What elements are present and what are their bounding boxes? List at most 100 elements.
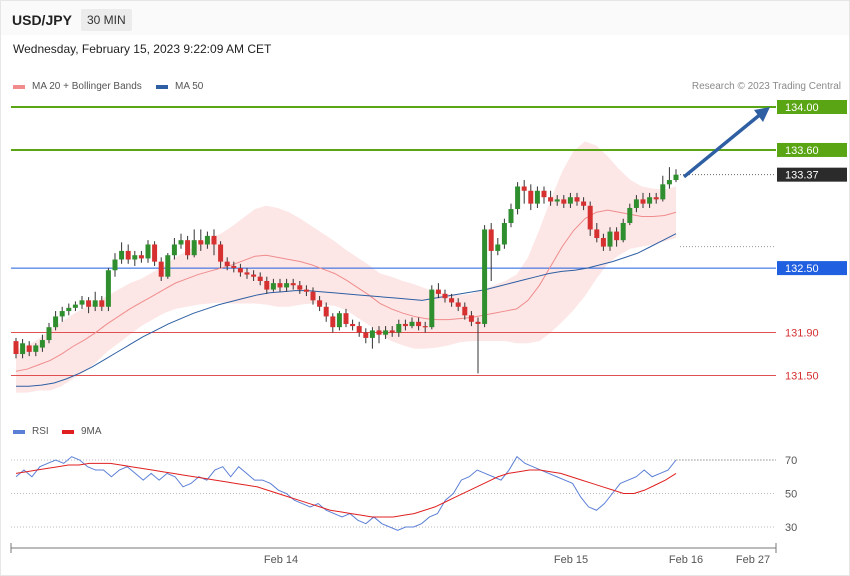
candle-body xyxy=(297,285,303,290)
candle xyxy=(356,321,362,337)
candle xyxy=(138,250,144,263)
candle-body xyxy=(303,289,309,292)
legend-ma20[interactable]: MA 20 + Bollinger Bands xyxy=(13,81,142,92)
x-tick-label: Feb 15 xyxy=(554,554,588,566)
candle xyxy=(561,195,567,208)
candle xyxy=(20,338,26,359)
candle-body xyxy=(541,190,547,198)
candle xyxy=(653,192,659,204)
candle-body xyxy=(488,229,494,251)
candle xyxy=(607,227,613,251)
candle xyxy=(264,276,270,294)
candle xyxy=(581,197,587,211)
candle xyxy=(600,233,606,251)
candle-body xyxy=(482,229,488,324)
candle xyxy=(33,343,39,357)
candle-body xyxy=(581,201,587,206)
candle-body xyxy=(13,341,19,355)
candle-body xyxy=(501,222,507,245)
candle xyxy=(46,322,52,344)
candle-body xyxy=(244,272,250,275)
candle-body xyxy=(376,330,382,335)
level-label-131.90: 131.90 xyxy=(785,328,819,340)
candle xyxy=(119,242,125,264)
legend-ma50[interactable]: MA 50 xyxy=(156,81,203,92)
candle-body xyxy=(218,244,224,262)
candle xyxy=(105,268,111,312)
candle-body xyxy=(132,255,138,260)
level-label-133.60: 133.60 xyxy=(785,145,819,157)
candle xyxy=(204,231,210,249)
x-axis: Feb 14 Feb 15 Feb 16 Feb 27 xyxy=(10,543,777,566)
rsi-level-label-50: 50 xyxy=(785,489,797,501)
legend-rsi-ma[interactable]: 9MA xyxy=(62,426,102,437)
symbol-title: USD/JPY xyxy=(12,12,72,28)
candle-body xyxy=(119,250,125,260)
candle-body xyxy=(79,300,85,305)
candle xyxy=(310,287,316,305)
candle xyxy=(224,257,230,271)
candle-body xyxy=(548,197,554,202)
candle-body xyxy=(185,240,191,256)
candle xyxy=(277,278,283,292)
candle xyxy=(528,184,534,211)
projection-arrow-shaft xyxy=(682,111,764,179)
candle xyxy=(317,296,323,312)
ma50-swatch xyxy=(156,84,168,89)
candle-body xyxy=(356,326,362,333)
candle xyxy=(237,263,243,277)
candle xyxy=(66,303,72,316)
candle xyxy=(171,238,177,260)
candle-body xyxy=(627,207,633,223)
rsi-level-label-30: 30 xyxy=(785,522,797,534)
candle-body xyxy=(171,244,177,256)
candle-body xyxy=(251,274,257,277)
rsi-panel: 70 50 30 xyxy=(11,455,797,534)
ma20-label: MA 20 + Bollinger Bands xyxy=(32,81,142,92)
rsi-ma-line xyxy=(15,462,677,518)
candle xyxy=(330,313,336,333)
timeframe-chip[interactable]: 30 MIN xyxy=(81,9,132,31)
candle-body xyxy=(105,270,111,307)
candle xyxy=(99,296,105,312)
candle xyxy=(488,222,494,281)
level-tag-133.60 xyxy=(777,142,847,157)
candle-body xyxy=(317,300,323,307)
candle-body xyxy=(416,321,422,327)
candle-body xyxy=(39,340,45,348)
last-price-tag xyxy=(777,167,847,182)
candle-body xyxy=(389,330,395,333)
candle xyxy=(211,229,217,256)
candle xyxy=(231,261,237,273)
candle xyxy=(86,297,92,314)
candle xyxy=(594,222,600,243)
candle xyxy=(620,218,626,243)
rsi-level-label-70: 70 xyxy=(785,455,797,467)
candle xyxy=(336,311,342,331)
candle-body xyxy=(363,332,369,338)
candle xyxy=(455,298,461,312)
ma20-line xyxy=(15,209,677,372)
candle xyxy=(303,285,309,297)
candle xyxy=(501,218,507,249)
candle xyxy=(53,311,59,331)
chart-header: USD/JPY 30 MIN xyxy=(1,1,849,35)
candle-body xyxy=(515,186,521,210)
candle-body xyxy=(72,304,78,308)
last-price-label: 133.37 xyxy=(785,170,819,182)
level-label-132.50: 132.50 xyxy=(785,263,819,275)
candle-body xyxy=(99,300,105,307)
candle xyxy=(567,192,573,208)
legend-rsi[interactable]: RSI xyxy=(13,426,49,437)
candle-body xyxy=(534,190,540,204)
candle-body xyxy=(92,300,98,307)
candle xyxy=(508,203,514,228)
rsi-label: RSI xyxy=(32,426,49,437)
rsi-swatch xyxy=(13,429,25,434)
candle xyxy=(343,308,349,328)
candle xyxy=(396,319,402,337)
candle xyxy=(416,317,422,331)
candle-body xyxy=(145,244,151,259)
candle xyxy=(614,227,620,247)
